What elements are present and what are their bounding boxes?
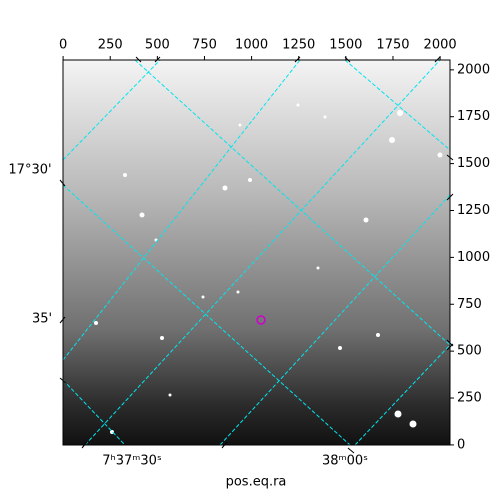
sky-image: [63, 60, 450, 445]
y-tick-label: 1500: [457, 156, 490, 171]
x-tick-label: 500: [145, 38, 170, 53]
x-tick-label: 1500: [329, 38, 362, 53]
x-tick-label: 1250: [282, 38, 315, 53]
target-marker: [256, 315, 266, 325]
x-axis-label: pos.eq.ra: [226, 475, 287, 490]
x-tick-label: 750: [192, 38, 217, 53]
y-tick-label: 250: [457, 391, 482, 406]
dec-tick-label: 17°30': [8, 163, 51, 178]
y-tick-label: 0: [457, 437, 465, 452]
y-tick-label: 750: [457, 297, 482, 312]
y-tick-label: 500: [457, 344, 482, 359]
stars: [94, 103, 443, 434]
grid: [63, 60, 450, 445]
frame: [62, 59, 451, 446]
x-tick-label: 0: [59, 38, 67, 53]
x-tick-label: 1750: [376, 38, 409, 53]
y-tick-label: 1750: [457, 109, 490, 124]
ra-tick-label: 7ʰ37ᵐ30ˢ: [102, 454, 162, 469]
y-tick-label: 1250: [457, 203, 490, 218]
ra-tick-label: 38ᵐ00ˢ: [322, 454, 368, 469]
x-tick-label: 2000: [424, 38, 457, 53]
dec-tick-label: 35': [32, 312, 52, 327]
x-tick-label: 1000: [235, 38, 268, 53]
y-tick-label: 1000: [457, 250, 490, 265]
y-tick-label: 2000: [457, 62, 490, 77]
x-tick-label: 250: [98, 38, 123, 53]
